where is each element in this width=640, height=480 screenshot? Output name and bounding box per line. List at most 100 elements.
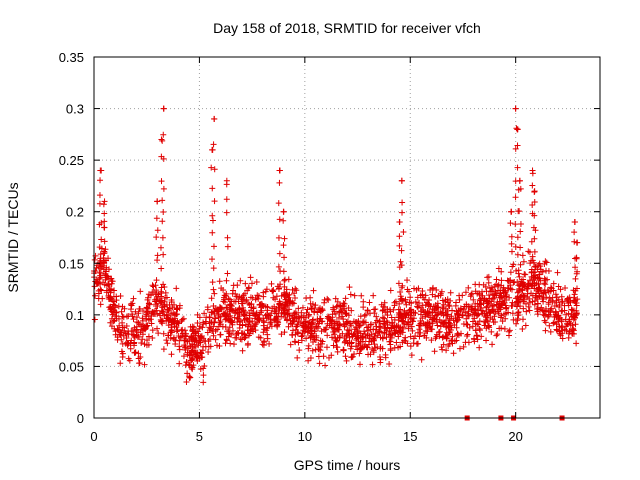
data-point — [485, 323, 492, 330]
data-point — [214, 308, 221, 315]
data-point — [155, 330, 162, 337]
data-point — [550, 280, 557, 287]
data-point — [464, 331, 471, 338]
data-point — [223, 277, 230, 284]
data-point — [541, 308, 548, 315]
data-point — [535, 284, 542, 291]
data-point — [523, 308, 530, 315]
data-point — [224, 270, 231, 277]
data-point — [538, 304, 545, 311]
data-point — [517, 261, 524, 268]
data-point — [528, 238, 535, 245]
data-point — [213, 307, 220, 314]
data-point — [310, 287, 317, 294]
data-point — [515, 270, 522, 277]
data-point — [471, 315, 478, 322]
data-point — [244, 316, 251, 323]
data-point — [295, 305, 302, 312]
data-point — [357, 330, 364, 337]
data-point — [168, 297, 175, 304]
data-point — [346, 334, 353, 341]
data-point — [416, 322, 423, 329]
data-point — [420, 294, 427, 301]
data-point — [366, 338, 373, 345]
data-point — [487, 309, 494, 316]
data-point — [289, 320, 296, 327]
data-point — [381, 299, 388, 306]
data-point — [326, 322, 333, 329]
data-point — [387, 345, 394, 352]
data-point — [187, 352, 194, 359]
data-point — [237, 336, 244, 343]
data-point — [553, 326, 560, 333]
data-point — [249, 294, 256, 301]
data-point — [217, 331, 224, 338]
data-point — [136, 360, 143, 367]
data-point — [159, 218, 166, 225]
data-point — [236, 293, 243, 300]
data-point — [318, 307, 325, 314]
data-point — [526, 307, 533, 314]
data-point — [133, 314, 140, 321]
data-point — [197, 333, 204, 340]
data-point — [540, 290, 547, 297]
data-point — [520, 258, 527, 265]
data-point — [232, 310, 239, 317]
data-point — [227, 318, 234, 325]
data-point — [245, 340, 252, 347]
x-tick-label: 10 — [298, 429, 312, 444]
data-point — [97, 286, 104, 293]
data-point — [298, 309, 305, 316]
data-point — [541, 317, 548, 324]
data-point — [559, 307, 566, 314]
data-point — [330, 304, 337, 311]
data-point — [514, 303, 521, 310]
data-point — [208, 164, 215, 171]
data-point — [211, 310, 218, 317]
data-point — [529, 167, 536, 174]
data-point — [464, 321, 471, 328]
data-point — [409, 318, 416, 325]
data-point — [174, 306, 181, 313]
data-point — [493, 332, 500, 339]
data-point — [98, 236, 105, 243]
data-point — [128, 328, 135, 335]
data-point — [413, 286, 420, 293]
data-point — [542, 258, 549, 265]
data-point — [519, 286, 526, 293]
data-point — [312, 302, 319, 309]
data-point — [255, 316, 262, 323]
data-point — [469, 318, 476, 325]
data-point — [340, 303, 347, 310]
data-point — [101, 248, 108, 255]
data-point — [393, 327, 400, 334]
data-point — [154, 227, 161, 234]
data-point — [92, 292, 99, 299]
data-point — [536, 293, 543, 300]
data-point — [231, 298, 238, 305]
data-point — [513, 320, 520, 327]
data-point — [486, 295, 493, 302]
data-point — [431, 348, 438, 355]
data-point — [486, 310, 493, 317]
data-point — [253, 319, 260, 326]
data-point — [573, 239, 580, 246]
data-point — [470, 296, 477, 303]
data-point — [210, 141, 217, 148]
data-point — [180, 330, 187, 337]
data-point — [279, 307, 286, 314]
data-point — [439, 334, 446, 341]
data-point — [308, 334, 315, 341]
data-point — [553, 299, 560, 306]
data-point — [386, 338, 393, 345]
data-point — [407, 312, 414, 319]
data-point — [567, 299, 574, 306]
data-point — [459, 312, 466, 319]
data-point — [513, 125, 520, 132]
data-point — [387, 287, 394, 294]
data-point — [160, 281, 167, 288]
data-point — [559, 298, 566, 305]
data-point — [571, 219, 578, 226]
data-point — [418, 356, 425, 363]
data-point — [275, 319, 282, 326]
